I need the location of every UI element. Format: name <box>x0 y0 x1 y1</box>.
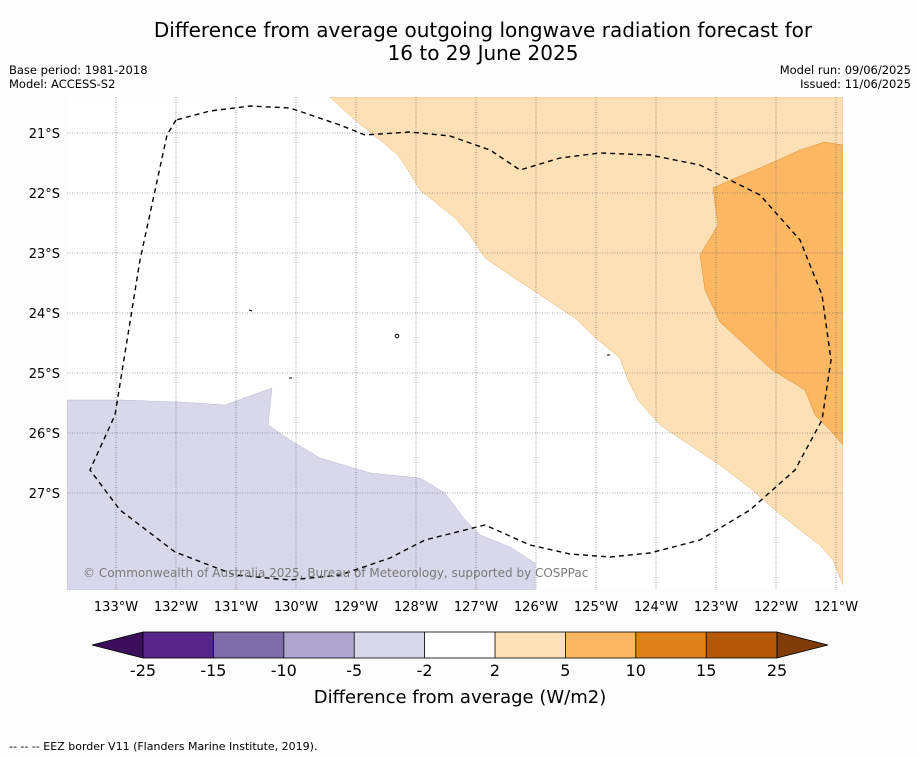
colorbar-segment <box>213 632 284 658</box>
eez-footnote: -- -- -- EEZ border V11 (Flanders Marine… <box>9 740 318 753</box>
meta-right: Model run: 09/06/2025 Issued: 11/06/2025 <box>780 63 911 91</box>
lon-label: 122°W <box>754 600 798 615</box>
title-line-2: 16 to 29 June 2025 <box>387 41 579 65</box>
colorbar-segment <box>706 632 777 658</box>
map-area: © Commonwealth of Australia 2025, Bureau… <box>67 97 843 590</box>
anomaly-region-plus-2-5 <box>329 97 843 586</box>
lat-label: 25°S <box>29 367 60 382</box>
colorbar-tick: -5 <box>346 661 362 680</box>
map-title: Difference from average outgoing longwav… <box>0 19 919 65</box>
lon-label: 124°W <box>634 600 678 615</box>
lat-label: 27°S <box>29 487 60 502</box>
lat-label: 22°S <box>29 187 60 202</box>
meta-left: Base period: 1981-2018 Model: ACCESS-S2 <box>9 63 148 91</box>
colorbar-tick: -25 <box>130 661 156 680</box>
colorbar-extend-low <box>91 631 144 659</box>
lon-label: 123°W <box>694 600 738 615</box>
lon-label: 130°W <box>274 600 318 615</box>
lon-label: 129°W <box>334 600 378 615</box>
lat-label: 24°S <box>29 307 60 322</box>
colorbar: -25 -15 -10 -5 -2 2 5 10 15 25 Differenc… <box>91 631 829 708</box>
lat-label: 26°S <box>29 427 60 442</box>
colorbar-segment <box>283 632 355 658</box>
lon-label: 128°W <box>394 600 438 615</box>
base-period: Base period: 1981-2018 <box>9 63 148 77</box>
colorbar-segment <box>354 632 425 658</box>
colorbar-segment <box>565 632 636 658</box>
colorbar-segment <box>143 632 214 658</box>
lon-label: 121°W <box>814 600 858 615</box>
colorbar-tick: 5 <box>560 661 570 680</box>
longitude-labels: 133°W 132°W 131°W 130°W 129°W 128°W 127°… <box>94 600 858 615</box>
model-name: Model: ACCESS-S2 <box>9 77 116 91</box>
colorbar-dividers <box>142 631 778 659</box>
issued-date: Issued: 11/06/2025 <box>800 77 911 91</box>
lon-label: 125°W <box>574 600 618 615</box>
colorbar-tick: -10 <box>271 661 297 680</box>
colorbar-label: Difference from average (W/m2) <box>314 687 606 708</box>
model-run: Model run: 09/06/2025 <box>779 63 911 77</box>
colorbar-segment <box>635 632 707 658</box>
lon-label: 132°W <box>154 600 198 615</box>
lat-label: 23°S <box>29 247 60 262</box>
eez-border <box>89 105 832 581</box>
colorbar-extend-high <box>776 631 829 659</box>
copyright-notice: © Commonwealth of Australia 2025, Bureau… <box>83 566 588 580</box>
colorbar-ticks: -25 -15 -10 -5 -2 2 5 10 15 25 <box>130 661 787 680</box>
title-line-1: Difference from average outgoing longwav… <box>153 18 813 42</box>
lon-label: 126°W <box>514 600 558 615</box>
colorbar-tick: -15 <box>200 661 226 680</box>
colorbar-tick: -2 <box>417 661 433 680</box>
lat-label: 21°S <box>29 127 60 142</box>
graticule <box>67 97 843 590</box>
lon-label: 133°W <box>94 600 138 615</box>
small-islands <box>248 309 610 379</box>
colorbar-tick: 15 <box>696 661 716 680</box>
colorbar-tick: 2 <box>490 661 500 680</box>
anomaly-region-plus-5-10 <box>699 141 843 446</box>
colorbar-segment <box>495 632 566 658</box>
lon-label: 127°W <box>454 600 498 615</box>
latitude-labels: 21°S 22°S 23°S 24°S 25°S 26°S 27°S <box>29 127 60 502</box>
colorbar-tick: 10 <box>626 661 646 680</box>
lon-label: 131°W <box>214 600 258 615</box>
colorbar-tick: 25 <box>767 661 787 680</box>
colorbar-segment <box>424 632 495 658</box>
anomaly-region-minus-2-5 <box>67 387 536 590</box>
